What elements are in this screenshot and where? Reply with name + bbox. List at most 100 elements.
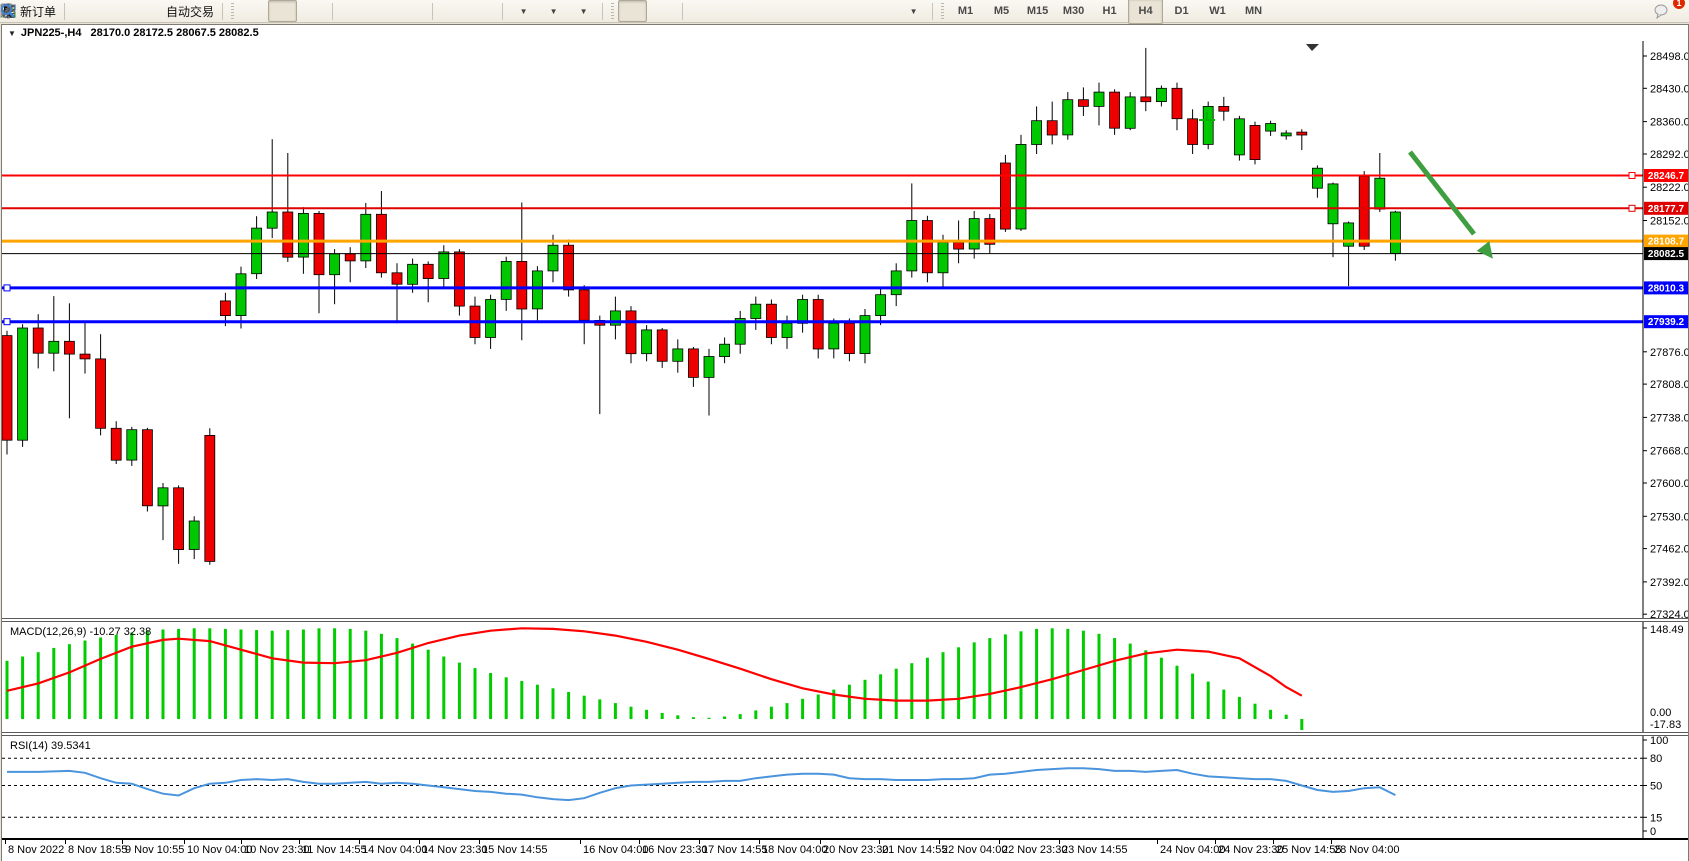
candle (953, 241, 964, 250)
date-tick (999, 840, 1000, 844)
date-label: 11 Nov 14:55 (302, 844, 367, 856)
candle (641, 329, 652, 355)
timeframe-m30-button[interactable]: M30 (1062, 5, 1085, 17)
notifications-button[interactable]: 1 (1652, 0, 1685, 22)
candle (688, 348, 699, 378)
date-label: 14 Nov 23:30 (422, 844, 488, 856)
new-chart-dropdown[interactable]: ▼ (1, 0, 537, 22)
arrows-dropdown[interactable]: ▼ (2, 0, 927, 22)
chart-shift-triangle[interactable] (1306, 44, 1319, 51)
candle (32, 327, 44, 354)
main-toolbar: 新订单 自动交易 (0, 0, 1689, 24)
price-tick-label: 27324.0 (1650, 609, 1688, 618)
candle (828, 322, 840, 350)
timeframe-h4-button[interactable]: H4 (1128, 0, 1164, 24)
candle (578, 289, 590, 321)
candle (375, 213, 387, 274)
timeframe-m5-button[interactable]: M5 (993, 5, 1010, 17)
rsi-indicator-pane[interactable]: 100 80 50 15 0 RSI(14) 39.5341 (2, 736, 1688, 838)
date-label: 10 Nov 04:00 (187, 844, 253, 856)
timeframe-m15-button[interactable]: M15 (1026, 5, 1049, 17)
market-watch-button[interactable] (2, 0, 129, 22)
date-label: 22 Nov 04:00 (942, 844, 1008, 856)
date-tick (1273, 840, 1274, 844)
price-chart-pane[interactable]: 28498.0 28430.0 28360.0 28292.0 28222.0 28152… (2, 41, 1688, 618)
horizontal-line-button[interactable] (2, 0, 747, 22)
candle (1343, 222, 1354, 247)
candle (1234, 118, 1245, 156)
text-label-button[interactable]: T (1, 0, 897, 22)
zoom-in-button[interactable] (1, 0, 367, 22)
new-order-label: 新订单 (20, 4, 57, 19)
auto-scroll-button[interactable] (2, 0, 467, 22)
candle (407, 263, 419, 285)
period-dropdown[interactable]: ▼ (1, 0, 567, 22)
new-order-button[interactable]: 新订单 (1, 0, 59, 22)
price-tick-label: 27738.0 (1650, 412, 1688, 424)
text-icon: A (4, 6, 12, 18)
text-button[interactable]: A (4, 0, 867, 22)
candle (48, 340, 60, 354)
pane-splitter[interactable] (2, 618, 1688, 622)
candle (110, 427, 122, 461)
fibonacci-button[interactable]: F (2, 0, 837, 22)
date-tick (939, 840, 940, 844)
macd-label: MACD(12,26,9) -10.27 32.38 (10, 626, 151, 638)
candle (219, 300, 231, 316)
date-label: 18 Nov 04:00 (762, 844, 828, 856)
horizontal-lines[interactable] (2, 172, 1643, 326)
vertical-line-button[interactable] (7, 0, 717, 22)
timeframe-w1-button[interactable]: W1 (1209, 5, 1226, 17)
trend-arrow-annotation[interactable] (1408, 150, 1499, 264)
line-chart-button[interactable] (1, 0, 327, 22)
chat-bubble-icon (1654, 4, 1668, 19)
price-badge-27939.2: 27939.2 (1648, 317, 1685, 328)
zoom-out-button[interactable] (1, 0, 397, 22)
candle (922, 220, 933, 274)
candle (1156, 87, 1167, 102)
timeframe-h1-button[interactable]: H1 (1102, 5, 1117, 17)
timeframe-mn-button[interactable]: MN (1244, 5, 1263, 17)
metaeditor-button[interactable] (1, 0, 99, 22)
indicators-dropdown[interactable]: ▼ (0, 0, 597, 22)
date-axis[interactable]: 8 Nov 2022 8 Nov 18:55 9 Nov 10:55 10 Nov 0… (2, 838, 1688, 861)
date-tick (241, 840, 242, 844)
date-tick (1157, 840, 1158, 844)
cursor-button[interactable] (4, 0, 648, 22)
candle (1078, 99, 1089, 107)
candle (563, 244, 574, 291)
crosshair-button[interactable] (1, 0, 677, 22)
pane-splitter[interactable] (2, 732, 1688, 736)
macd-indicator-pane[interactable]: 148.49 0.00-17.83 MACD(12,26,9) -10.27 32.… (2, 622, 1688, 732)
date-tick (479, 840, 480, 844)
price-marker-annotation[interactable] (1199, 112, 1215, 121)
chart-collapse-icon[interactable]: ▼ (8, 28, 16, 38)
candle (1327, 183, 1339, 225)
svg-text:T: T (5, 7, 11, 18)
bar-chart-button[interactable] (1, 0, 267, 22)
rsi-scale-label: 0 (1650, 826, 1656, 838)
chart-window: ▼ JPN225-,H4 28170.0 28172.5 28067.5 280… (1, 24, 1689, 861)
candle (1046, 120, 1058, 136)
date-tick (580, 840, 581, 844)
candlestick-chart-button[interactable] (2, 0, 298, 22)
candle (875, 294, 886, 316)
candle (64, 340, 75, 355)
signals-button[interactable] (1, 0, 159, 22)
date-label: 9 Nov 10:55 (125, 844, 185, 856)
candle (1312, 167, 1323, 189)
price-tick-label: 28222.0 (1650, 182, 1688, 194)
tile-windows-button[interactable] (0, 0, 427, 22)
candle (453, 251, 465, 307)
search-button[interactable] (1, 0, 1646, 22)
equidistant-channel-button[interactable]: E (1, 0, 807, 22)
chart-shift-button[interactable] (2, 0, 497, 22)
trendline-button[interactable] (2, 0, 777, 22)
timeframe-d1-button[interactable]: D1 (1174, 5, 1189, 17)
candle (329, 253, 341, 276)
candle (157, 487, 169, 507)
timeframe-m1-button[interactable]: M1 (957, 5, 974, 17)
date-tick (419, 840, 420, 844)
price-tick-label: 28360.0 (1650, 117, 1688, 129)
autotrading-button[interactable]: 自动交易 (0, 0, 217, 22)
